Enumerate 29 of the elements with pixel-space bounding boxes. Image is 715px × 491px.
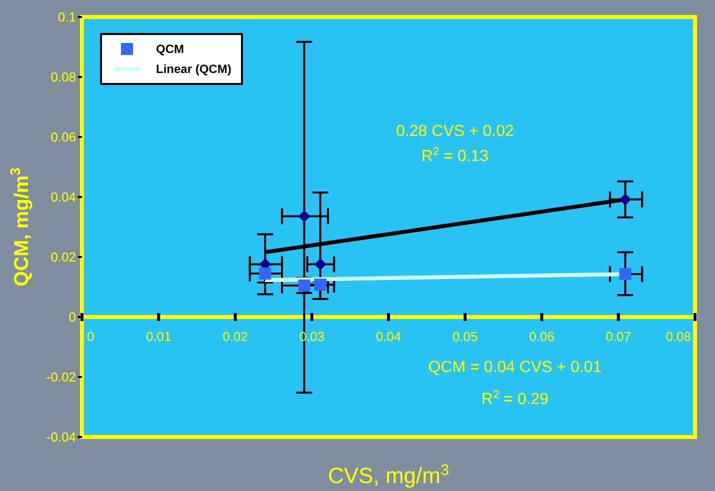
point — [259, 268, 272, 280]
legend-label: QCM — [156, 42, 184, 56]
point — [298, 210, 310, 222]
y-tick-label: 0 — [68, 310, 76, 325]
x-tick-label: 0.02 — [222, 329, 248, 344]
y-tick-label: -0.04 — [46, 430, 76, 445]
y-tick-label: 0.04 — [50, 190, 76, 205]
point — [619, 193, 632, 206]
y-tick-label: 0.02 — [50, 250, 76, 265]
annotation: 0.28 CVS + 0.02 — [396, 123, 514, 140]
annotation: R$^{2}$ = 0.13 — [421, 146, 489, 165]
x-tick-label: 0.06 — [529, 329, 554, 344]
annotation: R$^{2}$ = 0.29 — [481, 389, 549, 408]
y-tick-label: 0.06 — [50, 130, 76, 145]
point — [314, 258, 326, 270]
x-tick-label: 0.01 — [146, 329, 172, 344]
y-tick-label: 0.08 — [50, 70, 76, 85]
x-tick-label: 0 — [87, 329, 94, 344]
y-tick-label: -0.02 — [46, 370, 76, 385]
point — [619, 268, 632, 280]
x-tick-label: 0.07 — [606, 329, 632, 344]
x-tick-label: 0.04 — [376, 329, 402, 344]
x-tick-label: 0.05 — [452, 329, 478, 344]
x-tick-label: 0.08 — [666, 329, 691, 344]
y-tick-label: 0.1 — [58, 10, 76, 25]
legend-label: Linear (QCM) — [156, 62, 232, 76]
annotation: QCM = 0.04 CVS + 0.01 — [428, 359, 602, 376]
point — [298, 280, 310, 292]
x-axis-title: CVS, mg/m$^{3}$ — [328, 462, 450, 488]
